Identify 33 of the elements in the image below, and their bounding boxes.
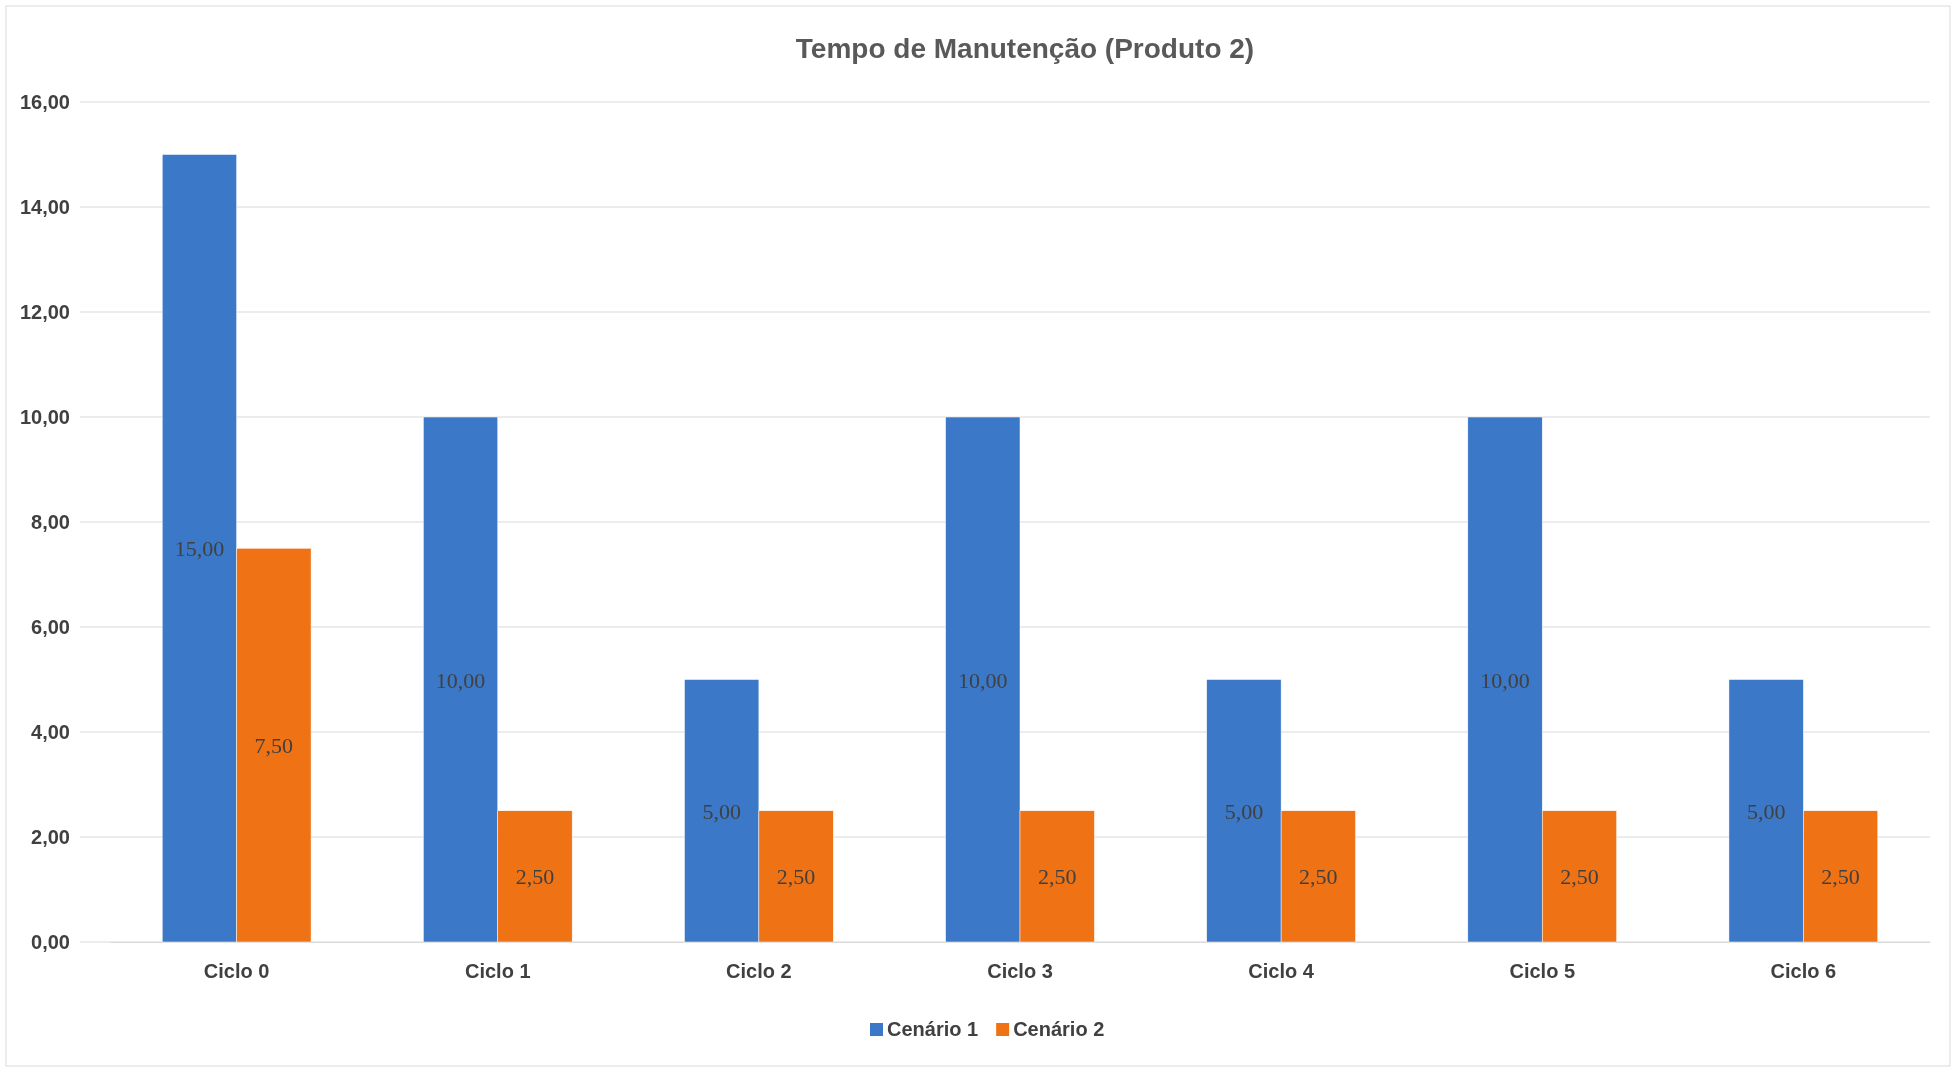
- data-label: 2,50: [1299, 864, 1338, 890]
- y-tick-label: 6,00: [31, 615, 70, 638]
- data-label: 5,00: [702, 798, 741, 824]
- data-label: 2,50: [776, 864, 816, 890]
- y-tick-label: 14,00: [19, 195, 70, 218]
- data-label: 10,00: [435, 667, 486, 693]
- x-tick-label: Ciclo 1: [464, 960, 531, 983]
- data-label: 2,50: [1037, 864, 1077, 890]
- data-label: 5,00: [1224, 798, 1264, 824]
- y-tick-label: 10,00: [19, 405, 70, 428]
- x-tick-label: Ciclo 0: [203, 960, 270, 983]
- legend-label: Cenário 1: [887, 1018, 979, 1040]
- data-label: 10,00: [1480, 667, 1530, 693]
- legend-label: Cenário 2: [1013, 1018, 1105, 1040]
- y-tick-label: 12,00: [19, 300, 70, 323]
- chart-title: Tempo de Manutenção (Produto 2): [795, 33, 1255, 64]
- x-tick-label: Ciclo 6: [1770, 960, 1837, 983]
- y-tick-label: 16,00: [19, 90, 70, 113]
- data-label: 15,00: [174, 536, 225, 562]
- data-label: 7,50: [254, 733, 294, 759]
- y-tick-label: 4,00: [31, 720, 70, 743]
- x-tick-label: Ciclo 4: [1248, 960, 1315, 983]
- y-tick-label: 0,00: [31, 930, 70, 953]
- data-label: 5,00: [1746, 798, 1786, 824]
- x-tick-label: Ciclo 3: [987, 960, 1053, 983]
- data-label: 2,50: [1821, 864, 1860, 890]
- y-tick-label: 8,00: [31, 510, 70, 533]
- data-label: 2,50: [1560, 864, 1599, 890]
- data-label: 2,50: [515, 864, 555, 890]
- x-tick-label: Ciclo 5: [1509, 960, 1576, 983]
- y-tick-label: 2,00: [31, 825, 70, 848]
- data-label: 10,00: [958, 667, 1008, 693]
- x-tick-label: Ciclo 2: [726, 960, 792, 983]
